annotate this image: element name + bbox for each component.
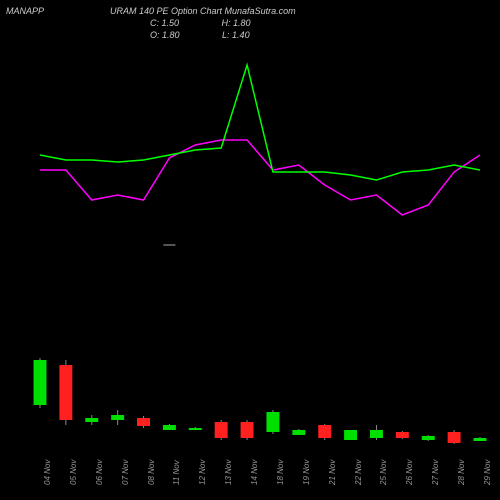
x-tick-label: 14 Nov bbox=[250, 460, 259, 485]
x-tick-label: 12 Nov bbox=[198, 460, 207, 485]
x-tick-label: 11 Nov bbox=[172, 460, 181, 485]
x-tick-label: 28 Nov bbox=[457, 460, 466, 485]
x-tick-label: 04 Nov bbox=[43, 460, 52, 485]
x-tick-label: 06 Nov bbox=[95, 460, 104, 485]
x-tick-label: 29 Nov bbox=[483, 460, 492, 485]
x-tick-label: 26 Nov bbox=[405, 460, 414, 485]
chart-svg bbox=[0, 0, 500, 500]
x-tick-label: 22 Nov bbox=[354, 460, 363, 485]
x-tick-label: 08 Nov bbox=[147, 460, 156, 485]
x-tick-label: 21 Nov bbox=[328, 460, 337, 485]
x-tick-label: 18 Nov bbox=[276, 460, 285, 485]
x-tick-label: 07 Nov bbox=[121, 460, 130, 485]
x-tick-label: 05 Nov bbox=[69, 460, 78, 485]
x-tick-label: 27 Nov bbox=[431, 460, 440, 485]
x-tick-label: 25 Nov bbox=[379, 460, 388, 485]
x-tick-label: 19 Nov bbox=[302, 460, 311, 485]
chart-container: { "header": { "ticker": "MANAPP", "title… bbox=[0, 0, 500, 500]
x-tick-label: 13 Nov bbox=[224, 460, 233, 485]
